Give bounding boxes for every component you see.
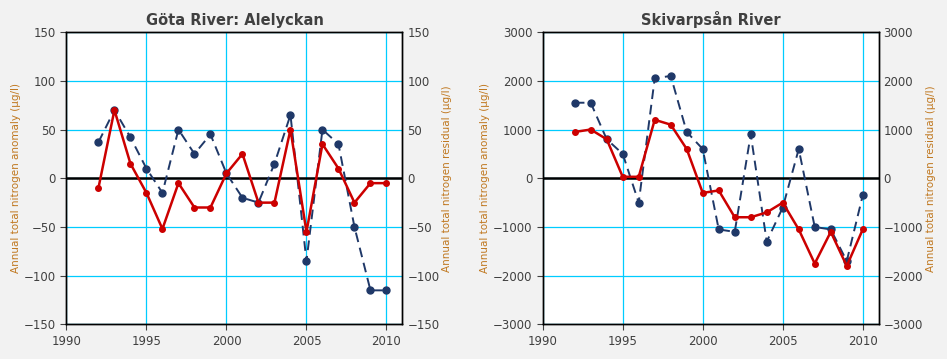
Title: Göta River: Alelyckan: Göta River: Alelyckan bbox=[146, 13, 323, 28]
Y-axis label: Annual total nitrogen residual (μg/l): Annual total nitrogen residual (μg/l) bbox=[926, 85, 936, 271]
Title: Skivarpsån River: Skivarpsån River bbox=[641, 11, 780, 28]
Y-axis label: Annual total nitrogen residual (μg/l): Annual total nitrogen residual (μg/l) bbox=[442, 85, 453, 271]
Y-axis label: Annual total nitrogen anomaly (μg/l): Annual total nitrogen anomaly (μg/l) bbox=[480, 83, 490, 273]
Y-axis label: Annual total nitrogen anomaly (μg/l): Annual total nitrogen anomaly (μg/l) bbox=[11, 83, 21, 273]
